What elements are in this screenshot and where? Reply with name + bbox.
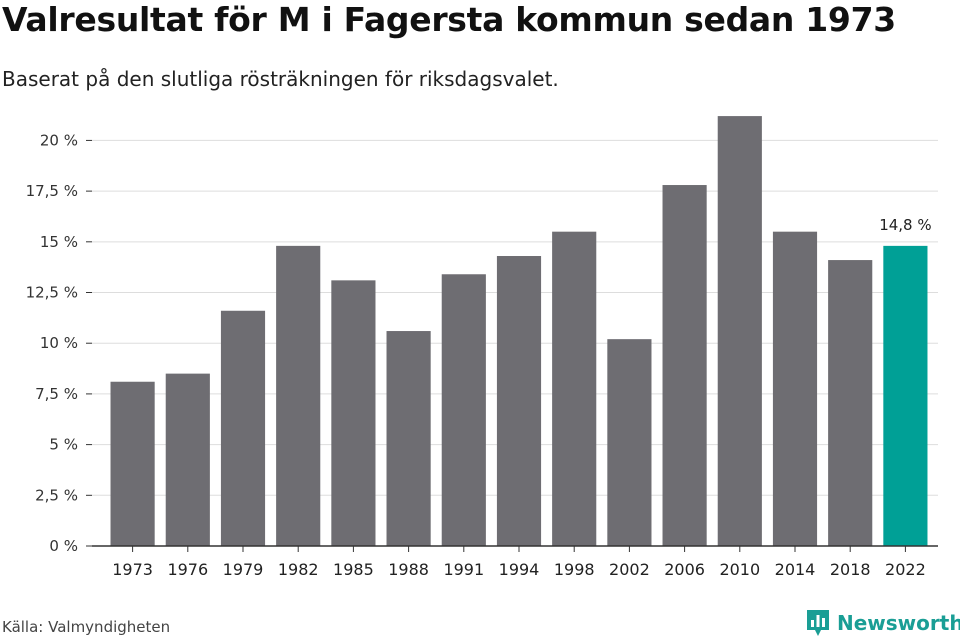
bar-1998 [552, 231, 597, 546]
data-labels: 14,8 % [879, 216, 931, 234]
y-tick-label: 0 % [49, 537, 78, 555]
x-tick-label: 2006 [664, 560, 705, 579]
newsworthy-logo-icon [807, 610, 829, 636]
y-tick-label: 7,5 % [35, 385, 78, 403]
x-tick-label: 1991 [443, 560, 484, 579]
bar-2006 [662, 185, 707, 546]
x-tick-label: 1979 [223, 560, 264, 579]
y-tick-label: 20 % [40, 131, 78, 149]
bar-1973 [110, 381, 155, 546]
y-axis-ticks: 0 % 2,5 % 5 % 7,5 % 10 % 12,5 % 15 % 17,5 % 20 % [26, 131, 92, 555]
y-tick-label: 10 % [40, 334, 78, 352]
bar-chart: 0 % 2,5 % 5 % 7,5 % 10 % 12,5 % 15 % 17,5 % 20 %… [26, 116, 938, 579]
x-tick-label: 1998 [554, 560, 595, 579]
chart-subtitle: Baserat på den slutliga rösträkningen fö… [2, 67, 559, 91]
x-tick-label: 2002 [609, 560, 650, 579]
x-tick-label: 2010 [719, 560, 760, 579]
bar-1991 [441, 274, 486, 546]
bar-2018 [828, 260, 873, 546]
y-tick-label: 12,5 % [26, 284, 78, 302]
x-tick-label: 1976 [167, 560, 208, 579]
bar-2010 [717, 116, 762, 547]
bar-1994 [496, 256, 542, 546]
brand-name: Newsworthy [837, 611, 960, 635]
bar-1988 [386, 331, 431, 546]
x-tick-label: 1988 [388, 560, 429, 579]
y-tick-label: 5 % [49, 436, 78, 454]
x-axis-ticks: 1973 1976 1979 1982 1985 1988 1991 1994 1998 2002… [112, 546, 926, 579]
x-tick-label: 1973 [112, 560, 153, 579]
x-tick-label: 1985 [333, 560, 374, 579]
chart-title: Valresultat för M i Fagersta kommun seda… [2, 0, 896, 39]
bar-1985 [331, 280, 376, 546]
y-tick-label: 15 % [40, 233, 78, 251]
brand-logo: Newsworthy [805, 608, 960, 638]
bars [110, 116, 928, 547]
bar-2002 [607, 339, 652, 546]
bar-1976 [165, 373, 210, 546]
bar-1982 [276, 245, 321, 547]
x-tick-label: 2022 [885, 560, 926, 579]
x-tick-label: 2018 [830, 560, 871, 579]
x-tick-label: 1982 [278, 560, 319, 579]
bar-1979 [220, 310, 266, 546]
x-tick-label: 2014 [775, 560, 816, 579]
y-tick-label: 17,5 % [26, 182, 78, 200]
source-note: Källa: Valmyndigheten [2, 618, 171, 636]
y-tick-label: 2,5 % [35, 486, 78, 504]
data-label: 14,8 % [879, 216, 931, 234]
x-tick-label: 1994 [499, 560, 540, 579]
bar-2022 [883, 245, 928, 547]
bar-2014 [772, 231, 818, 546]
